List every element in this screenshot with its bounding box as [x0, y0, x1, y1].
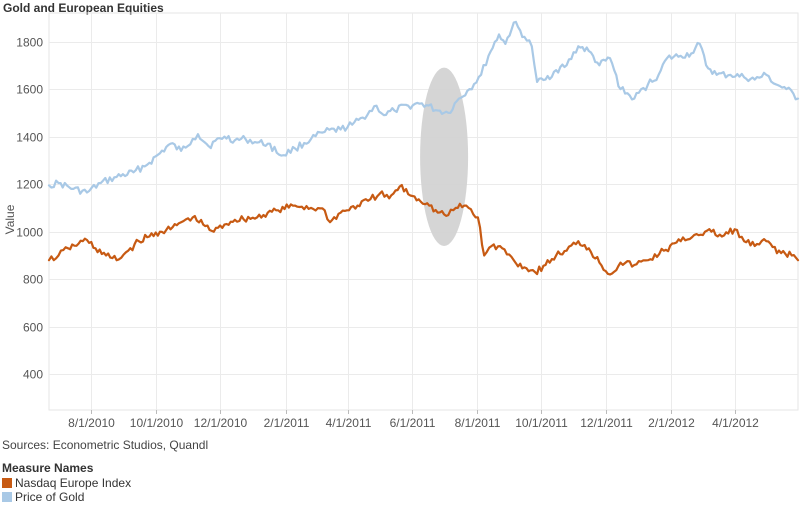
legend-swatch-nasdaq	[2, 478, 12, 488]
x-tick-label-4/1/2011: 4/1/2011	[326, 416, 372, 430]
x-tick-label-2/1/2012: 2/1/2012	[648, 416, 695, 430]
y-tick-label-800: 800	[23, 273, 43, 287]
x-tick-label-6/1/2011: 6/1/2011	[390, 416, 436, 430]
x-tick-label-2/1/2011: 2/1/2011	[264, 416, 310, 430]
chart-title: Gold and European Equities	[3, 1, 164, 15]
y-tick-label-600: 600	[23, 321, 43, 335]
y-tick-label-400: 400	[23, 368, 43, 382]
axis-layer: 400 600 800 1000 1200 1400 1600 1800 8/1/2010 10/…	[3, 36, 759, 431]
legend-item-gold[interactable]: Price of Gold	[2, 490, 131, 504]
y-tick-label-1000: 1000	[16, 226, 43, 240]
y-tick-label-1600: 1600	[16, 83, 43, 97]
x-tick-label-12/1/2011: 12/1/2011	[580, 416, 633, 430]
line-chart: 400 600 800 1000 1200 1400 1600 1800 8/1/2010 10/…	[3, 12, 800, 431]
plot-frame	[48, 12, 799, 411]
legend-title: Measure Names	[2, 461, 94, 475]
x-tick-label-10/1/2011: 10/1/2011	[515, 416, 568, 430]
series-layer	[47, 20, 800, 276]
y-tick-label-1400: 1400	[16, 131, 43, 145]
y-tick-label-1800: 1800	[16, 36, 43, 50]
highlight-ellipse	[420, 67, 469, 246]
series-line-nasdaq	[47, 183, 800, 276]
legend: Measure Names Nasdaq Europe Index Price …	[2, 461, 131, 504]
x-tick-label-8/1/2011: 8/1/2011	[455, 416, 501, 430]
highlight-layer	[420, 67, 469, 246]
legend-swatch-gold	[2, 492, 12, 502]
x-tick-label-4/1/2012: 4/1/2012	[712, 416, 759, 430]
grid-layer	[48, 12, 799, 411]
y-axis-label: Value	[3, 204, 17, 234]
x-tick-label-8/1/2010: 8/1/2010	[68, 416, 115, 430]
series-line-gold	[47, 20, 800, 195]
legend-label-gold: Price of Gold	[15, 490, 85, 504]
x-tick-label-12/1/2010: 12/1/2010	[194, 416, 248, 430]
legend-item-nasdaq[interactable]: Nasdaq Europe Index	[2, 476, 131, 490]
legend-label-nasdaq: Nasdaq Europe Index	[15, 476, 132, 490]
x-tick-label-10/1/2010: 10/1/2010	[130, 416, 184, 430]
y-tick-label-1200: 1200	[16, 178, 43, 192]
sources-note: Sources: Econometric Studios, Quandl	[2, 438, 209, 452]
